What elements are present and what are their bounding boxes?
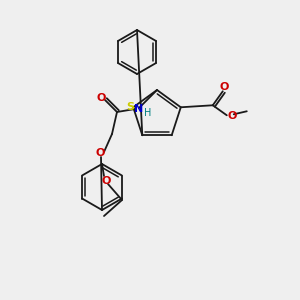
Text: O: O xyxy=(96,93,106,103)
Text: O: O xyxy=(219,82,229,92)
Text: O: O xyxy=(101,176,111,186)
Text: O: O xyxy=(227,111,236,121)
Text: S: S xyxy=(126,102,134,112)
Text: O: O xyxy=(95,148,105,158)
Text: H: H xyxy=(144,108,152,118)
Text: N: N xyxy=(134,104,144,114)
